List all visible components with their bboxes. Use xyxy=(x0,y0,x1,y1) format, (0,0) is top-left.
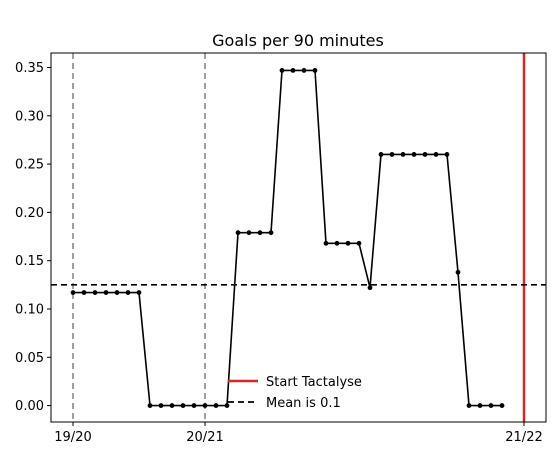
series-line-0 xyxy=(73,69,502,407)
data-point xyxy=(235,230,241,236)
data-point xyxy=(180,403,186,408)
data-point xyxy=(136,290,142,295)
x-tick-label: 20/21 xyxy=(186,430,223,445)
legend-label-mean: Mean is 0.1 xyxy=(266,396,341,411)
data-point xyxy=(246,230,252,236)
x-tick-label: 21/22 xyxy=(505,430,542,445)
data-point xyxy=(224,403,230,408)
data-point xyxy=(477,403,483,408)
data-point xyxy=(444,152,450,157)
data-point xyxy=(455,269,461,275)
data-point xyxy=(125,290,131,295)
data-point xyxy=(268,230,274,236)
y-tick-label: 0.35 xyxy=(15,61,44,76)
x-axis: 19/20 20/21 21/22 xyxy=(54,422,543,445)
data-point xyxy=(378,152,384,157)
y-axis: 0.00 0.05 0.10 0.15 0.20 0.25 0.30 0.35 xyxy=(15,61,51,414)
y-tick-label: 0.30 xyxy=(15,109,44,124)
data-point xyxy=(290,67,296,73)
legend-label-start: Start Tactalyse xyxy=(266,375,362,390)
y-tick-label: 0.10 xyxy=(15,302,44,317)
data-point xyxy=(356,240,362,246)
data-point xyxy=(169,403,175,408)
data-point xyxy=(334,240,340,246)
y-tick-label: 0.05 xyxy=(15,351,44,366)
y-tick-label: 0.20 xyxy=(15,206,44,221)
y-tick-label: 0.00 xyxy=(15,399,44,414)
data-point xyxy=(191,403,197,408)
legend: Start Tactalyse Mean is 0.1 xyxy=(228,375,362,411)
data-point xyxy=(92,290,98,295)
data-point xyxy=(147,403,153,408)
data-point xyxy=(301,67,307,73)
axes-frame xyxy=(50,52,547,423)
data-point xyxy=(323,240,329,246)
data-point xyxy=(422,152,428,157)
data-point xyxy=(312,67,318,73)
data-point xyxy=(433,152,439,157)
data-point xyxy=(488,403,494,408)
data-point xyxy=(466,403,472,408)
data-point xyxy=(367,285,373,291)
plot-area xyxy=(51,53,546,422)
data-point xyxy=(81,290,87,295)
x-tick-label: 19/20 xyxy=(54,430,91,445)
data-point xyxy=(257,230,263,236)
data-point xyxy=(389,152,395,157)
data-point xyxy=(345,240,351,246)
chart-title: Goals per 90 minutes xyxy=(212,31,384,50)
data-point xyxy=(400,152,406,157)
data-point xyxy=(279,67,285,73)
data-point xyxy=(202,403,208,408)
data-point xyxy=(70,290,76,295)
y-tick-label: 0.25 xyxy=(15,158,44,173)
data-point xyxy=(411,152,417,157)
data-point xyxy=(158,403,164,408)
data-point xyxy=(114,290,120,295)
y-tick-label: 0.15 xyxy=(15,254,44,269)
data-point xyxy=(499,403,505,408)
data-point xyxy=(103,290,109,295)
data-point xyxy=(213,403,219,408)
